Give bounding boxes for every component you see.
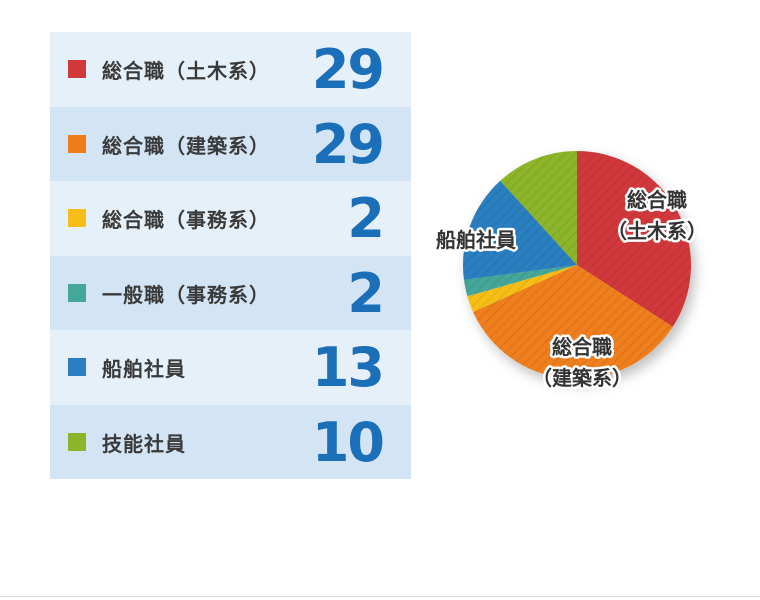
swatch-green: [68, 432, 86, 451]
legend-row-doboku: 総合職（土木系） 29: [50, 32, 411, 107]
legend-label: 技能社員: [102, 431, 186, 456]
swatch-blue: [68, 358, 86, 376]
legend-label: 一般職（事務系）: [102, 282, 270, 307]
pie-label-senpaku: 船舶社員: [436, 228, 516, 252]
pie-hatch-kenchiku: [473, 265, 673, 380]
pie-label-kenchiku-2: （建築系）: [532, 366, 632, 390]
legend-row-jimu-sogo: 総合職（事務系） 2: [50, 181, 411, 256]
pie-hatch-senpaku: [462, 180, 577, 280]
legend-label: 船舶社員: [102, 357, 186, 381]
pie-chart-container: 総合職 （土木系） 総合職 （建築系） 船舶社員: [400, 120, 740, 420]
legend-value: 2: [347, 261, 385, 325]
legend-value: 13: [311, 336, 385, 399]
bottom-divider: [0, 596, 760, 597]
pie-label-kenchiku-1: 総合職: [552, 335, 612, 359]
swatch-yellow: [68, 209, 86, 227]
legend-value: 29: [311, 38, 385, 101]
legend-label: 総合職（建築系）: [102, 133, 270, 158]
legend-row-jimu-ippan: 一般職（事務系） 2: [50, 255, 411, 330]
legend-value: 10: [311, 410, 385, 474]
legend-value: 29: [311, 112, 385, 176]
legend-row-gino: 技能社員 10: [50, 404, 411, 479]
legend-table: 総合職（土木系） 29 総合職（建築系） 29 総合職（事務系） 2 一般職（事…: [50, 32, 411, 479]
swatch-teal: [68, 283, 86, 302]
legend-label: 総合職（土木系）: [102, 59, 270, 83]
legend-label: 総合職（事務系）: [102, 208, 270, 232]
pie-hatch-jimu-ippan: [463, 265, 577, 297]
pie-label-doboku-1: 総合職: [627, 188, 687, 212]
legend-row-senpaku: 船舶社員 13: [50, 330, 411, 405]
swatch-orange: [68, 134, 86, 153]
pie-hatch-gino: [500, 151, 577, 265]
legend-row-kenchiku: 総合職（建築系） 29: [50, 106, 411, 181]
pie-chart: 総合職 （土木系） 総合職 （建築系） 船舶社員: [434, 151, 710, 393]
pie-hatch-doboku: [577, 151, 691, 327]
legend-value: 2: [347, 187, 385, 250]
pie-label-doboku-2: （土木系）: [607, 219, 707, 243]
swatch-red: [68, 60, 86, 78]
pie-hatches: [462, 151, 691, 380]
pie-hatch-jimu-sogo: [467, 265, 577, 313]
